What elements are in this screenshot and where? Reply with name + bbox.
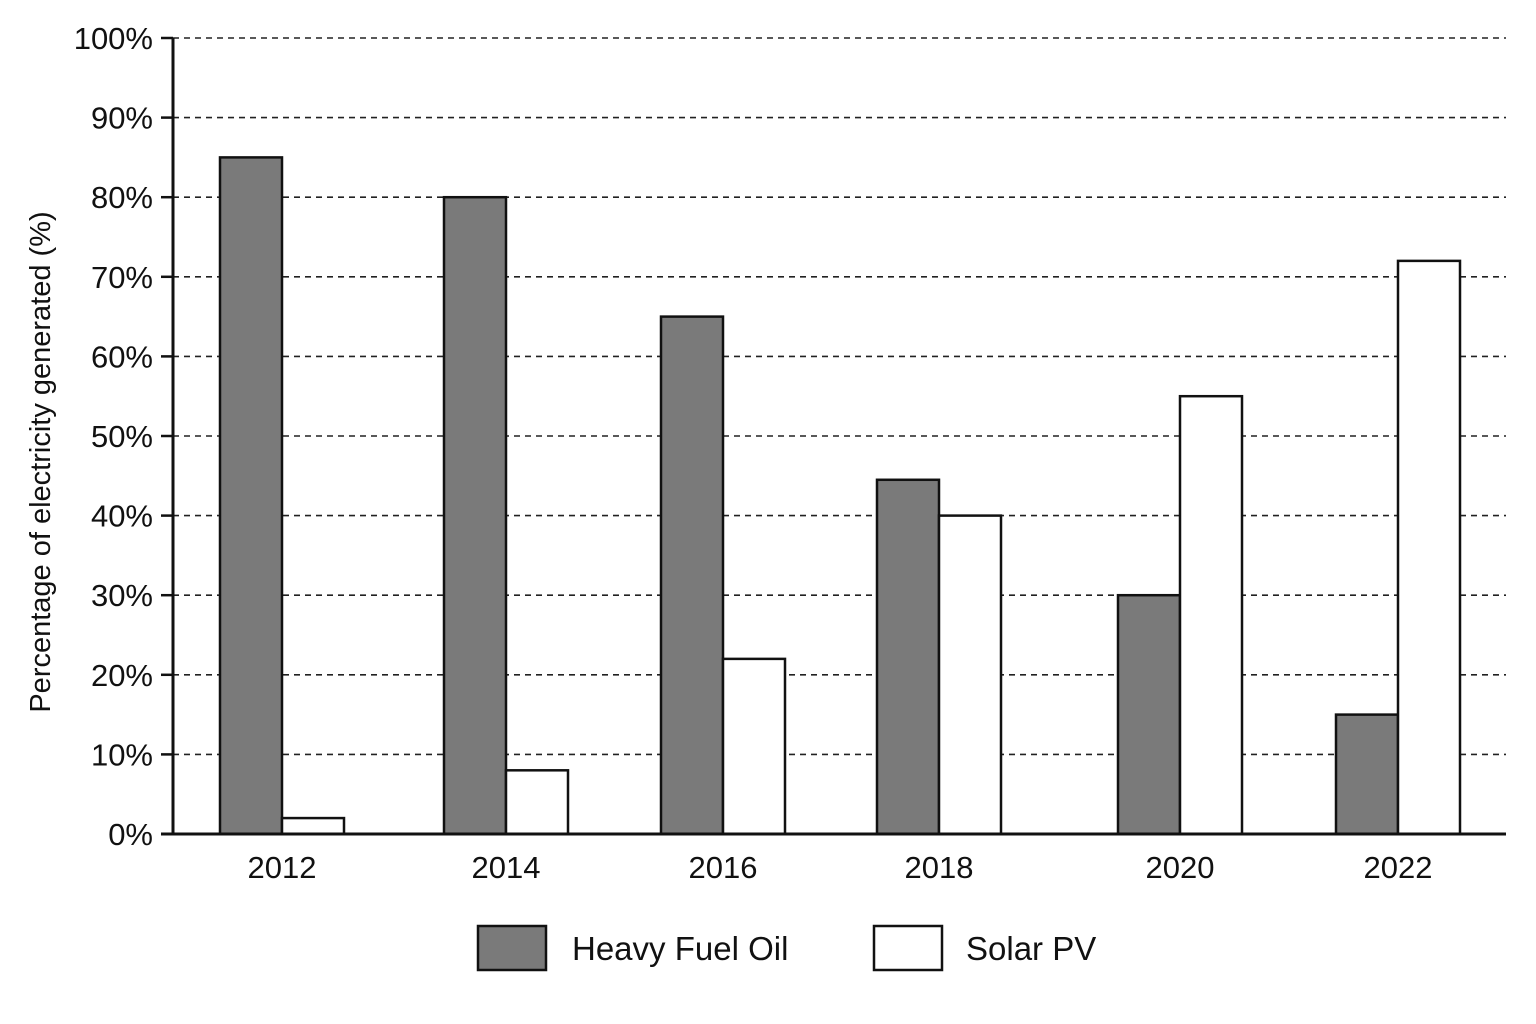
bar-solar-pv-2022 (1396, 259, 1462, 836)
y-tick-label-50: 50% (91, 419, 153, 454)
axes (161, 36, 1506, 836)
bar-heavy-fuel-oil-2018 (875, 478, 941, 836)
y-tick-label-10: 10% (91, 737, 153, 772)
x-tick-label-2012: 2012 (248, 850, 317, 885)
y-tick-label-0: 0% (108, 817, 153, 852)
y-tick-label-80: 80% (91, 180, 153, 215)
x-tick-label-2018: 2018 (905, 850, 974, 885)
bar-heavy-fuel-oil-2022 (1334, 713, 1400, 836)
x-tick-labels: 2012 2014 2016 2018 2020 2022 (248, 850, 1433, 885)
bar-solar-pv-2018 (937, 514, 1003, 836)
y-tick-label-70: 70% (91, 260, 153, 295)
x-tick-label-2020: 2020 (1146, 850, 1215, 885)
x-tick-label-2016: 2016 (689, 850, 758, 885)
bar-solar-pv-2012 (280, 816, 346, 836)
bar-heavy-fuel-oil-2020 (1116, 593, 1182, 836)
bar-solar-pv-2020 (1178, 394, 1244, 836)
x-tick-label-2014: 2014 (472, 850, 541, 885)
legend-label-solar-pv: Solar PV (966, 930, 1096, 967)
bar-heavy-fuel-oil-2014 (442, 195, 508, 836)
y-tick-label-60: 60% (91, 339, 153, 374)
bar-heavy-fuel-oil-2012 (218, 156, 284, 836)
y-tick-label-30: 30% (91, 578, 153, 613)
legend-swatch-heavy-fuel-oil (476, 924, 548, 972)
gridlines (173, 37, 1506, 756)
y-tick-label-40: 40% (91, 499, 153, 534)
legend: Heavy Fuel Oil Solar PV (476, 924, 1096, 972)
y-tick-label-90: 90% (91, 101, 153, 136)
bars (218, 156, 1462, 836)
bar-heavy-fuel-oil-2016 (659, 315, 725, 836)
x-tick-label-2022: 2022 (1364, 850, 1433, 885)
bar-solar-pv-2016 (721, 657, 787, 836)
bar-solar-pv-2014 (504, 769, 570, 836)
y-tick-label-100: 100% (74, 21, 153, 56)
y-tick-label-20: 20% (91, 658, 153, 693)
legend-swatch-solar-pv (872, 924, 944, 972)
y-tick-labels: 0% 10% 20% 30% 40% 50% 60% 70% 80% 90% 100% (74, 21, 153, 852)
legend-label-heavy-fuel-oil: Heavy Fuel Oil (572, 930, 788, 967)
y-axis-title: Percentage of electricity generated (%) (25, 211, 57, 712)
